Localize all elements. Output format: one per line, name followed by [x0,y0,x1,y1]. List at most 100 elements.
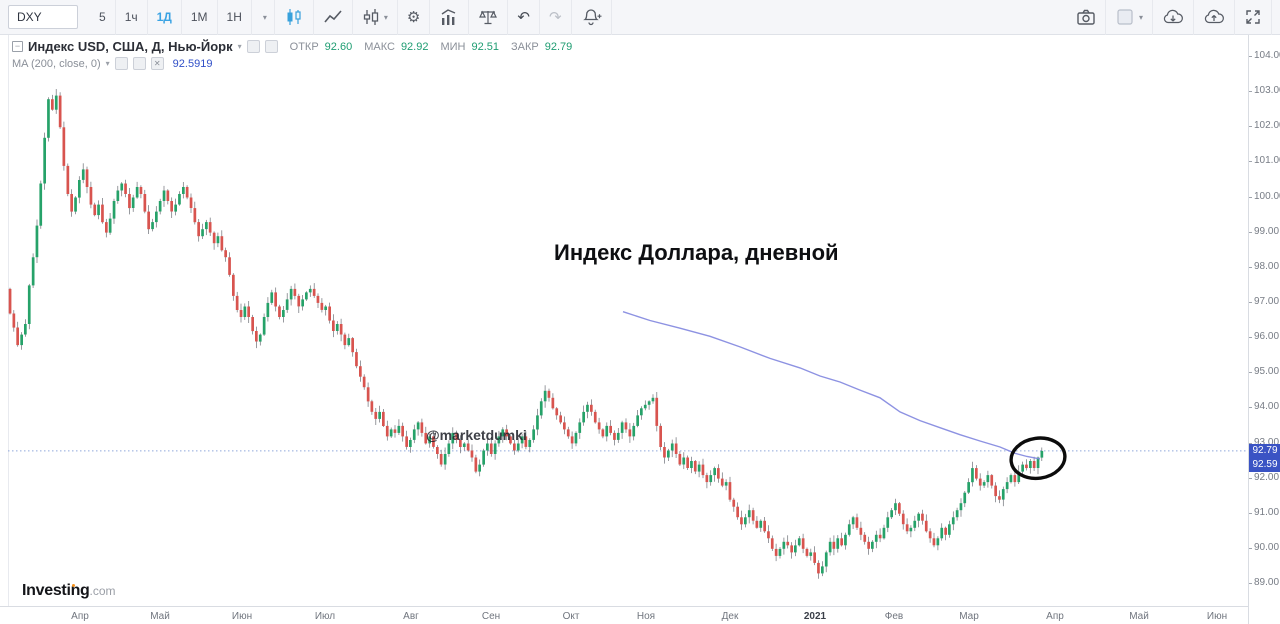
cloud-download-icon [1162,8,1184,26]
layout-button[interactable]: ▾ [1106,0,1153,35]
price-tick-label: 95.00 [1249,366,1280,377]
time-tick-label: Май [150,611,170,622]
time-tick-label: Дек [721,611,739,622]
time-tick-label: Май [1129,611,1149,622]
collapse-icon[interactable]: − [12,41,23,52]
open-value: 92.60 [324,40,353,53]
fullscreen-button[interactable] [1235,0,1272,35]
price-tick-label: 94.00 [1249,401,1280,412]
toolbar-left-icons: ▾ ⚙ ↶ ↷ [275,0,612,35]
compare-scales-button[interactable] [469,0,509,35]
time-tick-label: Окт [562,611,580,622]
legend-settings-icon[interactable] [264,40,278,53]
close-value: 92.79 [544,40,573,53]
time-tick-label: Фев [884,611,904,622]
time-tick-label: Сен [481,611,501,622]
close-label: ЗАКР [511,40,539,53]
price-tick-label: 93.00 [1249,437,1280,448]
series-title: Индекс USD, США, Д, Нью-Йорк [28,39,233,54]
ma-legend-row: MA (200, close, 0) ▾ ✕ 92.5919 [12,55,572,72]
high-label: МАКС [364,40,395,53]
chart-style-icon [362,8,380,26]
price-tick-label: 90.00 [1249,542,1280,553]
price-tick-label: 92.00 [1249,472,1280,483]
indicators-icon [439,8,459,26]
series-legend-row: − Индекс USD, США, Д, Нью-Йорк ▾ ОТКР 92… [12,38,572,55]
chevron-down-icon[interactable]: ▾ [237,42,242,51]
timeframe-1Н-button[interactable]: 1Н [218,0,252,35]
chevron-down-icon[interactable]: ▾ [105,59,110,68]
chart-style-button[interactable]: ▾ [353,0,398,35]
legend-eye-icon[interactable] [246,40,260,53]
settings-gear-icon: ⚙ [406,9,421,26]
ma-settings-icon[interactable] [132,57,146,70]
time-tick-label: Апр [1046,611,1064,622]
chart-area[interactable]: − Индекс USD, США, Д, Нью-Йорк ▾ ОТКР 92… [0,35,1280,624]
time-tick-label: 2021 [803,611,827,622]
undo-button[interactable]: ↶ [508,0,540,35]
time-tick-label: Ноя [636,611,656,622]
time-tick-label: Мар [959,611,979,622]
logo-suffix: .com [89,584,116,598]
timeframe-1Д-button[interactable]: 1Д [148,0,182,35]
watermark-text: @marketdumki [426,427,527,443]
top-toolbar: DXY 5 1ч 1Д 1M 1Н ▾ ▾ ⚙ ↶ ↷ ▾ [0,0,1280,35]
timeframe-1M-button[interactable]: 1M [182,0,218,35]
price-tick-label: 99.00 [1249,226,1280,237]
time-tick-label: Авг [403,611,419,622]
logo-text: Investing [22,582,90,599]
logo-orange-dot-icon [72,584,75,587]
candlestick-chart-icon [284,8,304,26]
price-tick-label: 103.00 [1249,85,1280,96]
fullscreen-icon [1244,8,1262,26]
compare-scales-icon [478,8,498,26]
timeframe-1ч-button[interactable]: 1ч [116,0,148,35]
line-chart-button[interactable] [314,0,353,35]
price-tick-label: 104.00 [1249,50,1280,61]
line-chart-icon [323,8,343,26]
time-axis[interactable]: Апр Май Июн Июл Авг Сен Окт Ноя Дек 2021 Фев Мар Апр… [0,606,1248,624]
price-tick-label: 89.00 [1249,577,1280,588]
last-price-label: 92.79 [1249,444,1280,458]
undo-icon: ↶ [517,9,530,26]
price-tick-label: 98.00 [1249,261,1280,272]
ma-value: 92.5919 [172,57,213,70]
price-tick-label: 91.00 [1249,507,1280,518]
ma-delete-icon[interactable]: ✕ [150,57,164,70]
candlestick-chart-button[interactable] [275,0,314,35]
cloud-upload-icon [1203,8,1225,26]
cloud-download-button[interactable] [1153,0,1194,35]
ma-eye-icon[interactable] [114,57,128,70]
candlestick-plot[interactable] [0,35,1248,606]
toolbar-right-icons: ▾ [1067,0,1272,35]
settings-gear-button[interactable]: ⚙ [398,0,431,35]
alert-bell-button[interactable] [572,0,612,35]
ma-price-label: 92.59 [1249,458,1280,472]
timeframe-group: 5 1ч 1Д 1M 1Н ▾ [90,0,275,35]
timeframe-dropdown-button[interactable]: ▾ [252,0,275,35]
time-tick-label: Июн [231,611,253,622]
price-tick-label: 96.00 [1249,331,1280,342]
indicators-button[interactable] [430,0,470,35]
cloud-upload-button[interactable] [1194,0,1235,35]
low-value: 92.51 [471,40,500,53]
price-tick-label: 102.00 [1249,120,1280,131]
chart-title-annotation: Индекс Доллара, дневной [554,240,839,265]
price-tick-label: 101.00 [1249,155,1280,166]
timeframe-5-button[interactable]: 5 [90,0,116,35]
symbol-input[interactable]: DXY [8,5,78,29]
low-label: МИН [440,40,466,53]
ma-indicator-label: MA (200, close, 0) [12,57,101,70]
price-axis[interactable]: 92.79 92.59 104.00 103.00 102.00 101.00 100.… [1248,35,1280,624]
investing-logo[interactable]: Investing.com [22,582,116,600]
camera-button[interactable] [1067,0,1106,35]
redo-button[interactable]: ↷ [540,0,572,35]
chart-legend: − Индекс USD, США, Д, Нью-Йорк ▾ ОТКР 92… [12,38,572,72]
time-tick-label: Июл [314,611,336,622]
time-tick-label: Июн [1206,611,1228,622]
time-tick-label: Апр [71,611,89,622]
redo-icon: ↷ [548,9,562,26]
layout-icon [1115,8,1135,26]
camera-icon [1076,8,1096,26]
